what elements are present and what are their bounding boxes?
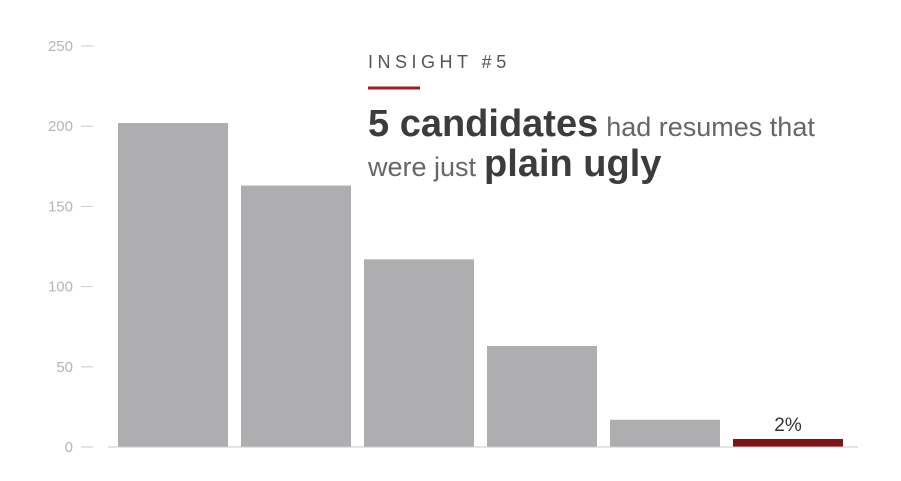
bar (487, 345, 597, 447)
y-tick-label: 0 (65, 439, 73, 456)
headline-part: 5 candidates (368, 103, 598, 145)
annotation: 2% (774, 415, 802, 436)
y-tick-label: 200 (48, 118, 73, 135)
headline-line: 5 candidates had resumes that (368, 103, 815, 145)
headline-line: were just plain ugly (367, 143, 661, 185)
y-tick-label: 250 (48, 38, 73, 55)
headline-part: had resumes that (606, 112, 815, 142)
headline-part: plain ugly (484, 143, 661, 185)
bar (118, 122, 228, 447)
headline-part: were just (367, 152, 477, 182)
y-tick-label: 50 (56, 359, 73, 376)
y-tick-label: 100 (48, 279, 73, 296)
y-tick-label: 150 (48, 198, 73, 215)
bar (364, 259, 474, 447)
bar (241, 185, 351, 447)
kicker: INSIGHT #5 (368, 52, 511, 72)
bar (610, 419, 720, 447)
bar (733, 438, 843, 447)
